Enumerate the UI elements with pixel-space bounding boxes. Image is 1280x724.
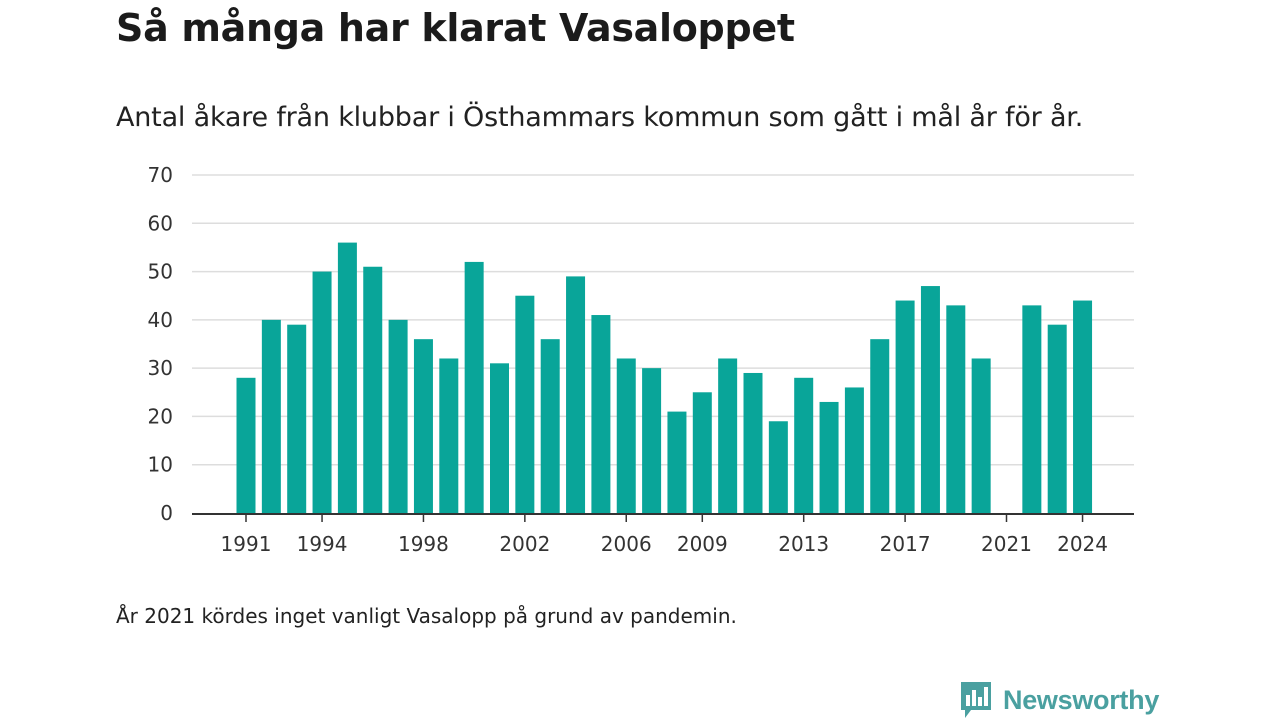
bar-2020 bbox=[971, 358, 991, 513]
bar-2004 bbox=[566, 276, 586, 513]
bar-2015 bbox=[844, 387, 864, 513]
x-tick-label-2006: 2006 bbox=[601, 532, 652, 556]
bar-2014 bbox=[819, 401, 839, 513]
chart-subtitle: Antal åkare från klubbar i Östhammars ko… bbox=[116, 102, 1084, 133]
y-tick-label-20: 20 bbox=[148, 404, 173, 428]
bar-2022 bbox=[1022, 305, 1042, 513]
bar-2023 bbox=[1047, 324, 1067, 513]
bars bbox=[236, 242, 1093, 513]
bar-1992 bbox=[261, 319, 281, 513]
bar-2016 bbox=[870, 339, 890, 513]
x-tick-label-2021: 2021 bbox=[981, 532, 1032, 556]
x-axis-labels: 1991 1994 1998 2002 2006 2009 2013 2017 2021 2024 bbox=[221, 515, 1108, 556]
bar-2005 bbox=[591, 315, 611, 513]
x-tick-label-2013: 2013 bbox=[778, 532, 829, 556]
x-tick-label-1994: 1994 bbox=[297, 532, 348, 556]
y-axis-labels: 0 10 20 30 40 50 60 70 bbox=[148, 163, 173, 525]
bar-2000 bbox=[464, 261, 484, 513]
bar-1998 bbox=[413, 339, 433, 513]
bar-1993 bbox=[287, 324, 307, 513]
brand-name: Newsworthy bbox=[1003, 684, 1160, 715]
x-tick-label-2017: 2017 bbox=[880, 532, 931, 556]
bar-1995 bbox=[337, 242, 357, 513]
x-tick-label-1991: 1991 bbox=[221, 532, 272, 556]
bar-2008 bbox=[667, 411, 687, 513]
x-tick-label-2024: 2024 bbox=[1057, 532, 1108, 556]
gridlines bbox=[192, 174, 1134, 466]
bar-2013 bbox=[794, 377, 814, 513]
y-tick-label-40: 40 bbox=[148, 308, 173, 332]
bar-2007 bbox=[642, 368, 662, 513]
y-tick-label-50: 50 bbox=[148, 260, 173, 284]
x-tick-label-1998: 1998 bbox=[398, 532, 449, 556]
bar-2012 bbox=[768, 421, 788, 513]
bar-2024 bbox=[1073, 300, 1093, 513]
bar-2018 bbox=[920, 286, 940, 513]
brand[interactable]: Newsworthy bbox=[959, 680, 1159, 720]
bar-1997 bbox=[388, 319, 408, 513]
bar-2011 bbox=[743, 372, 763, 513]
bar-1999 bbox=[439, 358, 459, 513]
x-tick-label-2002: 2002 bbox=[499, 532, 550, 556]
footnote: År 2021 kördes inget vanligt Vasalopp på… bbox=[116, 604, 737, 628]
x-tick-label-2009: 2009 bbox=[677, 532, 728, 556]
bar-2009 bbox=[692, 392, 712, 513]
y-tick-label-30: 30 bbox=[148, 356, 173, 380]
bar-1994 bbox=[312, 271, 332, 513]
newsworthy-logo-icon bbox=[961, 682, 991, 718]
bar-2002 bbox=[515, 295, 535, 513]
bar-1996 bbox=[363, 266, 383, 513]
bar-2006 bbox=[616, 358, 636, 513]
bar-1991 bbox=[236, 377, 256, 513]
y-tick-label-70: 70 bbox=[148, 163, 173, 187]
bar-2003 bbox=[540, 339, 560, 513]
bar-2019 bbox=[946, 305, 966, 513]
bar-2010 bbox=[718, 358, 738, 513]
bar-2001 bbox=[490, 363, 509, 513]
bar-2017 bbox=[895, 300, 915, 513]
y-tick-label-10: 10 bbox=[148, 453, 173, 477]
y-tick-label-0: 0 bbox=[160, 501, 173, 525]
chart-title: Så många har klarat Vasaloppet bbox=[116, 6, 795, 50]
y-tick-label-60: 60 bbox=[148, 211, 173, 235]
